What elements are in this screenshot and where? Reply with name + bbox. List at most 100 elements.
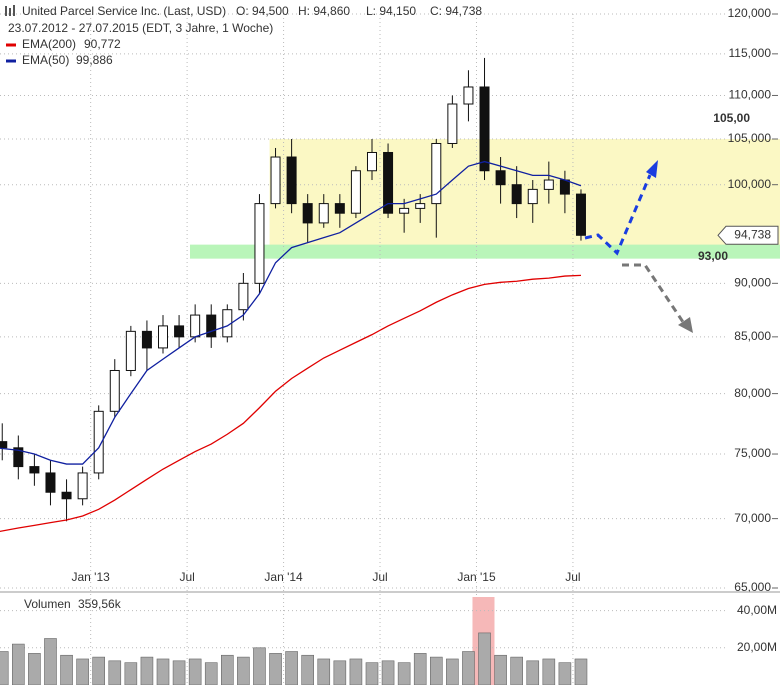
- candle-body: [0, 441, 8, 449]
- volume-bar: [413, 653, 427, 685]
- candle-body: [366, 151, 377, 172]
- x-tick-label: Jan '14: [264, 570, 303, 584]
- volume-bar: [140, 656, 154, 685]
- y-tick-label: 80,000: [734, 386, 771, 400]
- candle-body: [29, 466, 40, 474]
- candle-body: [334, 203, 345, 214]
- arrow-head: [646, 160, 658, 178]
- y-tick-label: 70,000: [734, 511, 771, 525]
- range-zone: [269, 139, 780, 253]
- candle-body: [543, 179, 554, 190]
- candle-body: [559, 179, 570, 195]
- volume-bar: [285, 651, 298, 685]
- candle-body: [206, 314, 217, 338]
- candle-body: [157, 325, 168, 349]
- legend-label: EMA(200): [22, 37, 76, 51]
- arrow-head: [678, 317, 693, 333]
- volume-bar: [269, 653, 282, 685]
- x-tick-label: Jul: [565, 570, 580, 584]
- y-tick-label: 120,000: [728, 6, 772, 20]
- volume-bar: [317, 658, 331, 685]
- volume-bar: [574, 658, 588, 685]
- level-label: 93,00: [698, 249, 728, 263]
- quote-low: L: 94,150: [366, 4, 416, 18]
- candle-body: [238, 282, 249, 311]
- volume-bar: [204, 662, 218, 685]
- candle-body: [254, 203, 265, 284]
- last-price-tag: [717, 225, 779, 245]
- candle-body: [286, 156, 297, 205]
- x-tick-label: Jul: [372, 570, 387, 584]
- x-tick-label: Jan '13: [71, 570, 110, 584]
- chart-title: United Parcel Service Inc. (Last, USD): [22, 4, 226, 18]
- volume-bar: [301, 654, 314, 685]
- candle-body: [125, 330, 136, 371]
- candle-body: [415, 203, 426, 209]
- volume-value: 359,56k: [78, 597, 122, 611]
- volume-bar: [333, 660, 347, 685]
- volume-bar: [0, 651, 9, 685]
- volume-bar: [92, 656, 105, 685]
- y-tick-label: 105,000: [728, 131, 772, 145]
- volume-bar: [510, 656, 523, 685]
- last-price-label: 94,738: [734, 227, 771, 241]
- candle-body: [109, 369, 120, 412]
- volume-bar: [60, 654, 73, 685]
- quote-high: H: 94,860: [298, 4, 350, 18]
- y-tick-label: 75,000: [734, 446, 771, 460]
- volume-bar: [429, 656, 443, 685]
- candle-body: [495, 170, 506, 186]
- quote-close: C: 94,738: [430, 4, 482, 18]
- volume-bar: [558, 662, 572, 685]
- legend-value: 99,886: [76, 53, 113, 67]
- volume-bar: [188, 658, 202, 685]
- y-tick-label: 115,000: [729, 46, 772, 60]
- support-band: [190, 244, 780, 259]
- volume-bar: [446, 658, 459, 685]
- y-tick-label: 40,00M: [737, 603, 777, 617]
- y-tick-label: 110,000: [729, 88, 772, 102]
- candle-body: [13, 447, 24, 468]
- y-tick-label: 85,000: [734, 329, 771, 343]
- volume-bar: [237, 656, 250, 685]
- candle-body: [190, 314, 201, 338]
- legend-label: EMA(50): [22, 53, 69, 67]
- legend-value: 90,772: [84, 37, 121, 51]
- scenario-arrows: [584, 174, 685, 323]
- volume-bar: [494, 654, 507, 685]
- candle-body: [447, 103, 458, 144]
- x-tick-label: Jan '15: [457, 570, 496, 584]
- candle-body: [350, 170, 361, 214]
- quote-open: O: 94,500: [236, 4, 289, 18]
- level-label: 105,00: [713, 111, 750, 125]
- candle-body: [61, 491, 72, 500]
- candle-body: [527, 188, 538, 205]
- y-tick-label: 20,00M: [737, 640, 777, 654]
- volume-bar: [253, 647, 266, 685]
- volume-bar: [76, 658, 89, 685]
- volume-title: Volumen: [24, 597, 71, 611]
- candle-body: [45, 472, 56, 493]
- volume-bar: [221, 654, 234, 685]
- candle-body: [383, 151, 394, 214]
- candle-body: [463, 86, 474, 105]
- volume-bar: [462, 651, 475, 685]
- volume-bar: [542, 658, 556, 685]
- volume-bar: [478, 632, 491, 685]
- volume-bar: [381, 660, 395, 685]
- volume-bar: [28, 653, 41, 685]
- y-tick-label: 100,000: [728, 177, 772, 191]
- candle-body: [302, 203, 313, 224]
- volume-bar: [526, 660, 540, 685]
- candle-body: [479, 86, 490, 172]
- volume-bar: [124, 662, 138, 685]
- volume-bar: [397, 662, 411, 685]
- x-tick-label: Jul: [179, 570, 194, 584]
- plot: 65,000 70,000 75,000 80,000 85,000 90,000 100,…: [0, 6, 779, 685]
- y-tick-label: 65,000: [734, 580, 771, 594]
- candle-body: [270, 156, 281, 205]
- volume-bar: [349, 658, 363, 685]
- candle-body: [93, 410, 104, 474]
- subtitle: 23.07.2012 - 27.07.2015 (EDT, 3 Jahre, 1…: [8, 21, 273, 35]
